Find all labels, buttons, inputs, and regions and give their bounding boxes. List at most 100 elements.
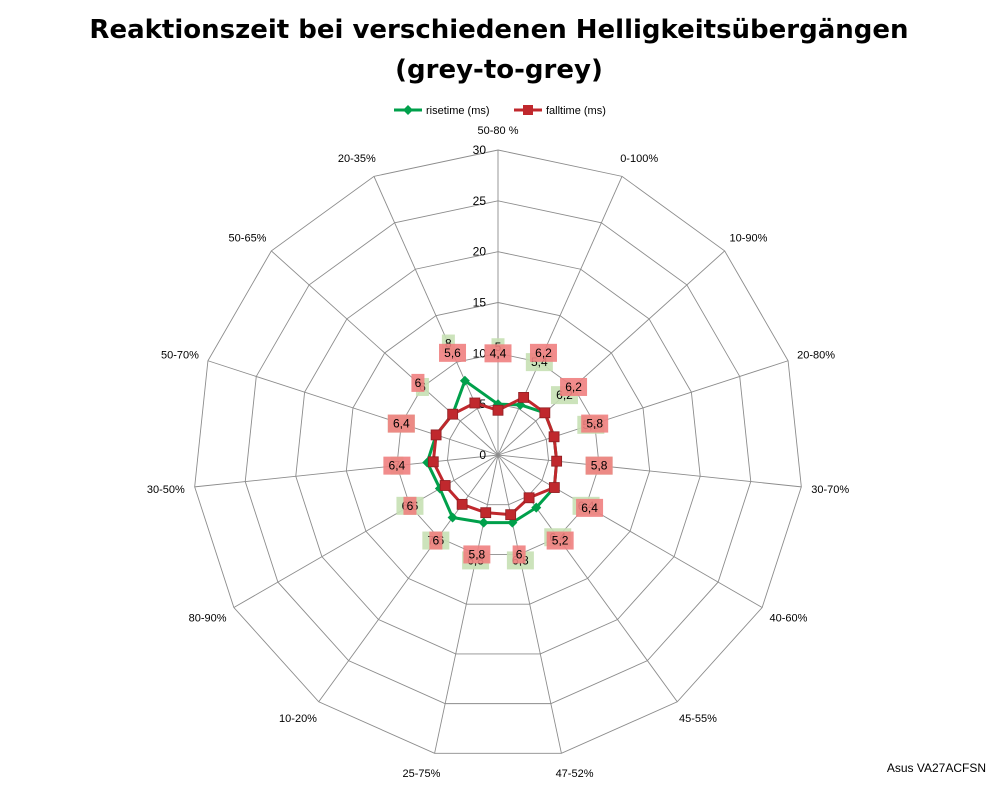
falltime-point (427, 456, 439, 468)
data-label-bg (585, 456, 613, 475)
category-label: 10-90% (730, 233, 768, 245)
radial-tick-label: 25 (473, 194, 487, 208)
category-label: 50-80 % (478, 125, 519, 137)
data-label: 5,6 (444, 346, 461, 360)
data-label: 5,8 (469, 547, 486, 561)
grid-spoke (434, 454, 499, 754)
data-label-bg (484, 344, 512, 363)
category-label: 0-100% (620, 153, 658, 165)
grid-ring (345, 302, 651, 605)
data-label-bg (576, 498, 604, 517)
data-label: 6 (415, 376, 422, 390)
data-label: 5,2 (552, 534, 569, 548)
category-label: 50-70% (161, 350, 199, 362)
data-label-bg (546, 531, 574, 550)
data-label-bg (463, 545, 491, 564)
data-label: 6,2 (535, 346, 552, 360)
falltime-point (469, 397, 481, 409)
legend-label: risetime (ms) (426, 105, 490, 117)
falltime-point (548, 431, 560, 443)
radial-tick-label: 15 (473, 296, 487, 310)
monitor-model-credit: Asus VA27ACFSN (886, 761, 986, 775)
category-label: 10-20% (279, 713, 317, 725)
radial-tick-label: 0 (479, 448, 486, 462)
data-label-bg (529, 343, 557, 362)
data-label: 8 (445, 337, 452, 351)
falltime-point (439, 480, 451, 491)
data-label: 6,4 (581, 501, 598, 515)
category-label: 20-35% (338, 153, 376, 165)
category-label: 25-75% (403, 768, 441, 780)
series-line-1 (431, 395, 559, 517)
category-label: 50-65% (229, 233, 267, 245)
grid-spoke (497, 250, 725, 456)
grid-spoke (497, 454, 678, 703)
grid-spoke (233, 454, 499, 608)
chart-title-line-1: Reaktionszeit bei verschiedenen Helligke… (89, 15, 909, 45)
chart-title-line-2: (grey-to-grey) (395, 55, 603, 85)
grid-spoke (207, 360, 499, 456)
falltime-point (518, 392, 530, 403)
risetime-point (447, 512, 458, 523)
falltime-point (430, 429, 442, 441)
grid-spoke (271, 250, 499, 456)
grid-ring (295, 251, 701, 655)
category-label: 40-60% (769, 613, 807, 625)
data-label: 5,8 (591, 459, 608, 473)
grid-spoke (318, 454, 499, 703)
grid-spoke (497, 454, 763, 608)
legend-marker-square (523, 105, 533, 115)
data-label: 6,4 (393, 417, 410, 431)
data-label: 4,4 (490, 346, 507, 360)
category-label: 45-55% (679, 713, 717, 725)
data-label-bg (560, 377, 588, 396)
grid-spoke (497, 454, 802, 488)
series-line-0 (425, 379, 559, 525)
falltime-point (447, 408, 459, 420)
grid-spoke (497, 176, 623, 456)
radial-tick-label: 30 (473, 143, 487, 157)
data-label: 6 (433, 534, 440, 548)
falltime-point (523, 492, 535, 504)
category-label: 47-52% (556, 768, 594, 780)
falltime-point (456, 498, 468, 510)
grid-spoke (497, 360, 789, 456)
radial-tick-label: 10 (473, 346, 487, 360)
risetime-point (459, 375, 470, 386)
category-label: 20-80% (797, 350, 835, 362)
data-label: 6 (407, 499, 414, 513)
falltime-point (551, 455, 563, 467)
radial-tick-label: 20 (473, 245, 487, 259)
category-label: 30-70% (811, 484, 849, 496)
data-label-bg (411, 373, 425, 392)
data-label-bg (512, 545, 526, 564)
falltime-point (505, 509, 517, 521)
falltime-point (480, 507, 492, 519)
falltime-point (492, 404, 504, 416)
grid-ring (244, 200, 752, 705)
data-label: 6,2 (565, 380, 582, 394)
data-label-bg (387, 414, 415, 433)
data-label-bg (439, 343, 467, 362)
data-label: 5,8 (586, 417, 603, 431)
category-label: 30-50% (147, 484, 185, 496)
grid-spoke (373, 176, 499, 456)
risetime-point (507, 517, 518, 528)
falltime-point (548, 482, 560, 493)
chart-title: Reaktionszeit bei verschiedenen Helligke… (0, 10, 998, 90)
category-label: 80-90% (189, 613, 227, 625)
data-label: 6 (516, 547, 523, 561)
grid-ring (396, 352, 600, 555)
grid-spoke (497, 454, 562, 754)
legend-label: falltime (ms) (546, 105, 606, 117)
data-label: 6,4 (389, 459, 406, 473)
data-label-bg (429, 531, 443, 550)
risetime-point (531, 502, 542, 513)
data-label-bg (403, 496, 417, 515)
grid-spoke (194, 454, 499, 488)
data-label-bg (383, 456, 411, 475)
risetime-point (478, 517, 489, 528)
legend-marker-diamond (403, 105, 413, 115)
grid-ring (194, 149, 802, 754)
falltime-point (539, 407, 551, 419)
